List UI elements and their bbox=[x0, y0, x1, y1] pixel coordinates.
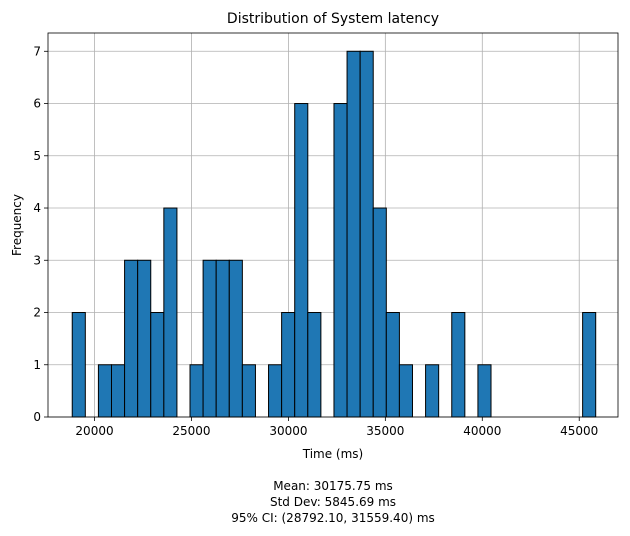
histogram-bar bbox=[346, 50, 361, 418]
histogram-bar bbox=[385, 312, 400, 418]
y-tick-label: 5 bbox=[33, 149, 41, 163]
histogram-bar bbox=[477, 364, 492, 418]
y-axis-label: Frequency bbox=[10, 194, 24, 256]
histogram-bar bbox=[202, 259, 217, 418]
x-axis-label: Time (ms) bbox=[302, 447, 364, 461]
x-tick-label: 25000 bbox=[172, 424, 210, 438]
chart-title: Distribution of System latency bbox=[227, 11, 439, 27]
x-tick-label: 20000 bbox=[75, 424, 113, 438]
histogram-bar bbox=[281, 312, 296, 418]
y-tick-label: 6 bbox=[33, 97, 41, 111]
histogram-bar bbox=[307, 312, 322, 418]
grid-layer bbox=[48, 33, 618, 418]
x-tick-label: 30000 bbox=[269, 424, 307, 438]
stats-mean: Mean: 30175.75 ms bbox=[273, 479, 393, 493]
stats-confidence-interval: 95% CI: (28792.10, 31559.40) ms bbox=[231, 511, 435, 525]
y-axis-ticks: 0 1 2 3 4 5 6 7 bbox=[33, 44, 48, 424]
x-tick-label: 45000 bbox=[560, 424, 598, 438]
histogram-bar bbox=[228, 259, 243, 418]
stats-std-dev: Std Dev: 5845.69 ms bbox=[270, 495, 396, 509]
histogram-bar bbox=[215, 259, 230, 418]
x-tick-label: 40000 bbox=[463, 424, 501, 438]
histogram-bar bbox=[71, 312, 86, 418]
histogram-bar bbox=[110, 364, 126, 418]
x-tick-label: 35000 bbox=[366, 424, 404, 438]
histogram-bar bbox=[451, 312, 466, 418]
x-axis-ticks: 20000 25000 30000 35000 40000 45000 bbox=[75, 417, 598, 438]
histogram-bar bbox=[425, 364, 440, 418]
histogram-bar bbox=[124, 259, 139, 418]
y-tick-label: 2 bbox=[33, 306, 41, 320]
histogram-bar bbox=[189, 364, 204, 418]
histogram-bar bbox=[398, 364, 413, 418]
histogram-bar bbox=[163, 207, 178, 418]
axes-frame bbox=[47, 32, 619, 418]
histogram-bar bbox=[359, 50, 374, 418]
y-tick-label: 3 bbox=[33, 253, 41, 267]
histogram-bar bbox=[294, 103, 309, 418]
histogram-bar bbox=[137, 259, 152, 418]
y-tick-label: 0 bbox=[33, 410, 41, 424]
histogram-bar bbox=[582, 312, 597, 418]
histogram-bar bbox=[333, 103, 348, 418]
y-tick-label: 7 bbox=[33, 44, 41, 58]
histogram-bar bbox=[97, 364, 112, 418]
histogram-bar bbox=[268, 364, 283, 418]
histogram-bar bbox=[150, 312, 165, 418]
y-tick-label: 1 bbox=[33, 358, 41, 372]
histogram-bar bbox=[372, 207, 387, 418]
bar-layer bbox=[71, 50, 597, 418]
histogram-bar bbox=[241, 364, 256, 418]
y-tick-label: 4 bbox=[33, 201, 41, 215]
